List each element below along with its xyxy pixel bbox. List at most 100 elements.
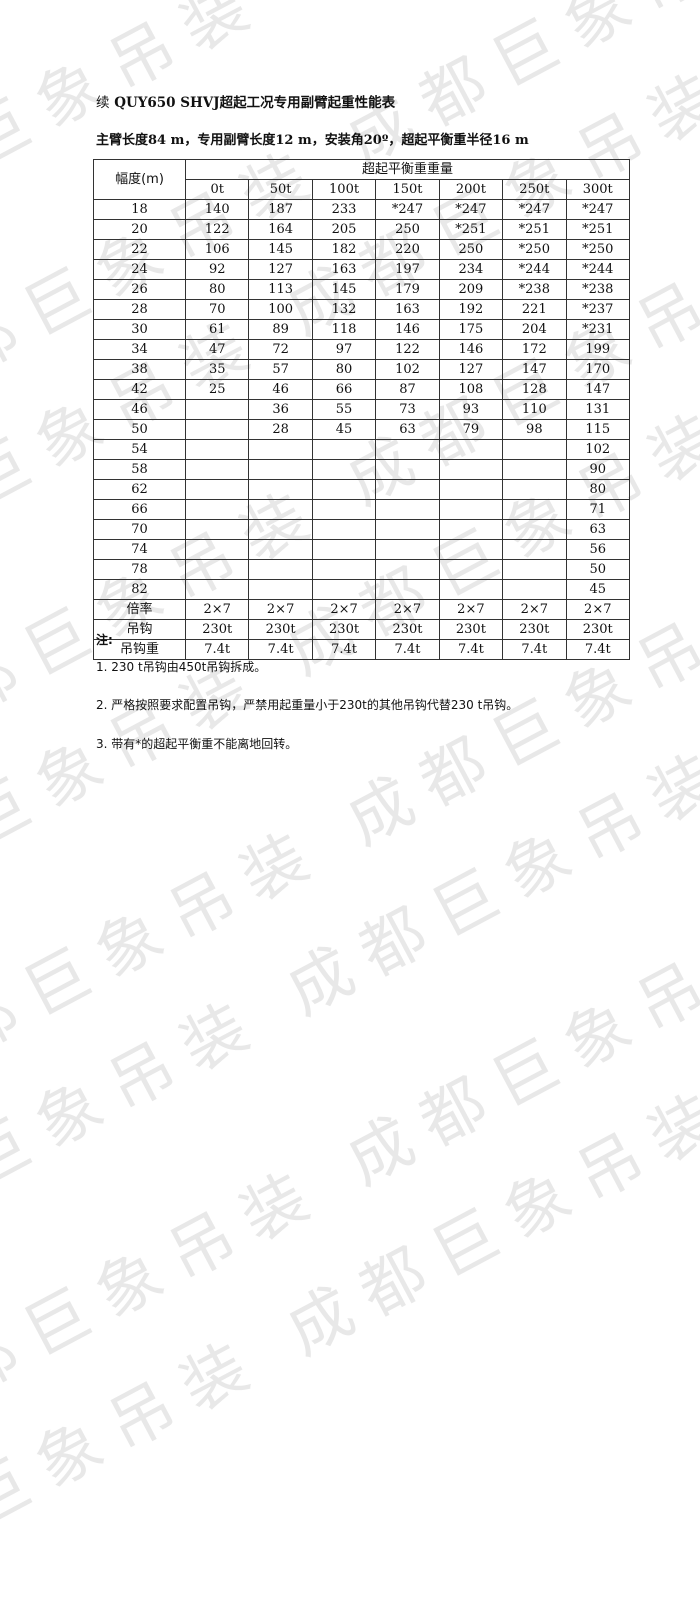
column-header: 50t — [248, 179, 313, 200]
table-row: 38 35 57 80 102 127 147 170 — [93, 359, 631, 380]
footer-row: 倍率 2×7 2×7 2×7 2×7 2×7 2×7 2×7 — [93, 599, 631, 620]
capacity-cell: 110 — [502, 399, 567, 420]
capacity-cell: 250 — [375, 219, 440, 240]
table-row: 24 92 127 163 197 234 *244 *244 — [93, 259, 631, 280]
table-row: 20 122 164 205 250 *251 *251 *251 — [93, 219, 631, 240]
capacity-cell — [311, 559, 377, 580]
radius-cell: 78 — [93, 559, 186, 580]
capacity-cell — [502, 539, 567, 560]
capacity-cell — [438, 539, 504, 560]
capacity-cell — [502, 479, 567, 500]
capacity-cell — [502, 519, 567, 540]
capacity-cell — [502, 459, 567, 480]
capacity-cell: 163 — [375, 299, 440, 320]
footer-cell: 2×7 — [311, 599, 377, 620]
capacity-cell: 46 — [248, 379, 313, 400]
capacity-cell: 36 — [248, 399, 313, 420]
capacity-cell: *238 — [565, 279, 631, 300]
capacity-cell — [311, 519, 377, 540]
capacity-cell — [248, 579, 313, 600]
table-row: 34 47 72 97 122 146 172 199 — [93, 339, 631, 360]
capacity-cell: 205 — [311, 219, 377, 240]
capacity-cell: 106 — [184, 239, 250, 260]
radius-cell: 26 — [93, 279, 186, 300]
capacity-cell: 192 — [438, 299, 504, 320]
footer-row: 吊钩重 7.4t 7.4t 7.4t 7.4t 7.4t 7.4t 7.4t — [93, 639, 631, 660]
radius-cell: 74 — [93, 539, 186, 560]
column-header: 250t — [502, 179, 567, 200]
capacity-cell: 93 — [438, 399, 504, 420]
capacity-cell: *250 — [502, 239, 567, 260]
note-1: 1. 230 t吊钩由450t吊钩拆成。 — [96, 660, 267, 674]
capacity-cell: 97 — [311, 339, 377, 360]
capacity-cell: *250 — [565, 239, 631, 260]
capacity-cell: 66 — [311, 379, 377, 400]
table-row: 74 56 — [93, 539, 631, 560]
capacity-cell: 102 — [565, 439, 631, 460]
table-row: 62 80 — [93, 479, 631, 500]
table-row: 58 90 — [93, 459, 631, 480]
capacity-cell: 163 — [311, 259, 377, 280]
capacity-cell — [311, 539, 377, 560]
capacity-cell — [375, 499, 440, 520]
capacity-cell — [375, 579, 440, 600]
capacity-cell: 145 — [248, 239, 313, 260]
capacity-cell: 204 — [502, 319, 567, 340]
capacity-cell — [438, 479, 504, 500]
footer-cell: 2×7 — [375, 599, 440, 620]
capacity-cell: 98 — [502, 419, 567, 440]
capacity-cell: 25 — [184, 379, 250, 400]
footer-label: 倍率 — [93, 599, 186, 620]
radius-cell: 70 — [93, 519, 186, 540]
footer-cell: 230t — [375, 619, 440, 640]
radius-cell: 34 — [93, 339, 186, 360]
capacity-cell: *244 — [502, 259, 567, 280]
title-text: QUY650 SHVJ超起工况专用副臂起重性能表 — [114, 95, 396, 111]
capacity-cell — [438, 579, 504, 600]
footer-cell: 7.4t — [311, 639, 377, 660]
capacity-cell: 179 — [375, 279, 440, 300]
capacity-cell: 172 — [502, 339, 567, 360]
capacity-cell — [184, 439, 250, 460]
capacity-cell — [375, 519, 440, 540]
capacity-cell — [311, 439, 377, 460]
capacity-cell — [184, 519, 250, 540]
capacity-cell: 28 — [248, 419, 313, 440]
capacity-cell: 57 — [248, 359, 313, 380]
capacity-cell — [438, 459, 504, 480]
capacity-cell: 122 — [184, 219, 250, 240]
capacity-cell — [184, 539, 250, 560]
capacity-cell: *247 — [565, 199, 631, 220]
capacity-cell: 197 — [375, 259, 440, 280]
radius-cell: 54 — [93, 439, 186, 460]
capacity-cell: 122 — [375, 339, 440, 360]
radius-cell: 82 — [93, 579, 186, 600]
footer-cell: 7.4t — [248, 639, 313, 660]
radius-cell: 30 — [93, 319, 186, 340]
capacity-cell: 147 — [502, 359, 567, 380]
capacity-cell — [438, 519, 504, 540]
table-row: 66 71 — [93, 499, 631, 520]
column-header: 150t — [375, 179, 440, 200]
capacity-cell: *231 — [565, 319, 631, 340]
footer-cell: 7.4t — [184, 639, 250, 660]
capacity-cell — [311, 479, 377, 500]
capacity-cell: 221 — [502, 299, 567, 320]
table-row: 42 25 46 66 87 108 128 147 — [93, 379, 631, 400]
footer-cell: 7.4t — [565, 639, 631, 660]
radius-cell: 22 — [93, 239, 186, 260]
capacity-cell: 220 — [375, 239, 440, 260]
capacity-cell: 80 — [565, 479, 631, 500]
capacity-cell: 89 — [248, 319, 313, 340]
capacity-cell: 118 — [311, 319, 377, 340]
table-row: 22 106 145 182 220 250 *250 *250 — [93, 239, 631, 260]
capacity-cell: 131 — [565, 399, 631, 420]
capacity-cell: 47 — [184, 339, 250, 360]
capacity-cell — [375, 559, 440, 580]
capacity-cell — [438, 559, 504, 580]
capacity-cell: 70 — [184, 299, 250, 320]
footer-cell: 230t — [184, 619, 250, 640]
notes-heading: 注: — [96, 633, 113, 647]
table-row: 54 102 — [93, 439, 631, 460]
capacity-cell — [184, 559, 250, 580]
